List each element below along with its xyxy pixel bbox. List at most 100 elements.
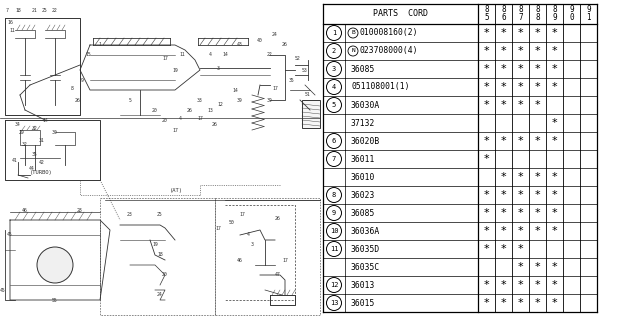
Text: *: * (552, 46, 557, 56)
Text: *: * (534, 226, 540, 236)
Text: *: * (518, 190, 524, 200)
Text: 14: 14 (232, 87, 238, 92)
Text: *: * (534, 298, 540, 308)
Text: 17: 17 (172, 127, 178, 132)
Text: *: * (518, 100, 524, 110)
Text: 7: 7 (332, 156, 336, 162)
Text: 5: 5 (129, 98, 131, 102)
Text: PARTS  CORD: PARTS CORD (373, 10, 428, 19)
Text: 13: 13 (330, 300, 339, 306)
Text: *: * (534, 82, 540, 92)
Text: 21: 21 (32, 7, 38, 12)
Text: 26: 26 (75, 98, 81, 102)
Text: *: * (484, 64, 490, 74)
Text: 7: 7 (518, 13, 523, 22)
Circle shape (326, 205, 342, 220)
Text: *: * (518, 172, 524, 182)
Text: 26: 26 (282, 43, 288, 47)
Text: 8: 8 (535, 13, 540, 22)
Text: 17: 17 (239, 212, 245, 218)
Text: 34: 34 (15, 123, 21, 127)
Text: *: * (518, 226, 524, 236)
Text: 26: 26 (275, 215, 281, 220)
Text: 3: 3 (332, 66, 336, 72)
Text: 4: 4 (179, 116, 181, 121)
Text: 1: 1 (332, 30, 336, 36)
Text: 26: 26 (212, 123, 218, 127)
Text: 9: 9 (81, 77, 83, 83)
Text: *: * (552, 172, 557, 182)
Text: 31: 31 (39, 138, 45, 142)
Text: 17: 17 (282, 258, 288, 262)
Text: *: * (518, 28, 524, 38)
Text: *: * (552, 280, 557, 290)
Text: 45: 45 (7, 233, 13, 237)
Text: *: * (518, 208, 524, 218)
Text: 17: 17 (215, 226, 221, 230)
Text: (AT): (AT) (170, 188, 183, 193)
Text: *: * (534, 172, 540, 182)
Text: *: * (500, 298, 506, 308)
Text: 8: 8 (535, 5, 540, 14)
Text: 41: 41 (12, 157, 18, 163)
Text: 35: 35 (289, 77, 295, 83)
Text: 3: 3 (216, 66, 220, 70)
Text: 14: 14 (42, 117, 48, 123)
Text: *: * (518, 262, 524, 272)
Text: 55: 55 (52, 298, 58, 302)
Text: *: * (534, 136, 540, 146)
Text: 39: 39 (267, 98, 273, 102)
Text: 8: 8 (518, 5, 523, 14)
Text: 45: 45 (0, 287, 6, 292)
Text: *: * (534, 100, 540, 110)
Text: *: * (484, 28, 490, 38)
Text: 8: 8 (552, 5, 557, 14)
Text: 32: 32 (22, 142, 28, 148)
Text: 36011: 36011 (351, 155, 376, 164)
Text: *: * (500, 280, 506, 290)
Text: *: * (552, 64, 557, 74)
Text: 9: 9 (332, 210, 336, 216)
Circle shape (326, 61, 342, 76)
Text: 42: 42 (39, 159, 45, 164)
Circle shape (326, 79, 342, 94)
Text: 15: 15 (85, 52, 91, 58)
Text: *: * (534, 64, 540, 74)
Text: 7: 7 (6, 7, 8, 12)
Circle shape (326, 188, 342, 203)
Text: *: * (518, 46, 524, 56)
Text: 9: 9 (569, 5, 574, 14)
Text: 28: 28 (77, 207, 83, 212)
Text: 24: 24 (272, 33, 278, 37)
Text: 18: 18 (15, 7, 21, 12)
Text: *: * (500, 136, 506, 146)
Text: 36035D: 36035D (351, 244, 380, 253)
Text: *: * (518, 136, 524, 146)
Text: 46: 46 (22, 207, 28, 212)
Text: 6: 6 (501, 13, 506, 22)
Text: 25: 25 (42, 7, 48, 12)
Text: 051108001(1): 051108001(1) (351, 83, 410, 92)
Text: 36013: 36013 (351, 281, 376, 290)
Text: *: * (500, 208, 506, 218)
Text: *: * (500, 82, 506, 92)
Text: *: * (552, 298, 557, 308)
Circle shape (326, 98, 342, 113)
Text: 1: 1 (99, 43, 101, 47)
Text: *: * (500, 46, 506, 56)
Text: 47: 47 (275, 273, 281, 277)
Circle shape (348, 28, 358, 38)
Text: 17: 17 (162, 55, 168, 60)
Text: 023708000(4): 023708000(4) (360, 46, 419, 55)
Text: 53: 53 (302, 68, 308, 73)
Text: *: * (484, 280, 490, 290)
Text: 3: 3 (251, 243, 253, 247)
Circle shape (326, 151, 342, 166)
Text: *: * (500, 226, 506, 236)
Text: *: * (534, 46, 540, 56)
Text: *: * (484, 100, 490, 110)
Text: 30: 30 (52, 131, 58, 135)
Text: *: * (500, 244, 506, 254)
Text: 52: 52 (295, 55, 301, 60)
Text: *: * (484, 244, 490, 254)
